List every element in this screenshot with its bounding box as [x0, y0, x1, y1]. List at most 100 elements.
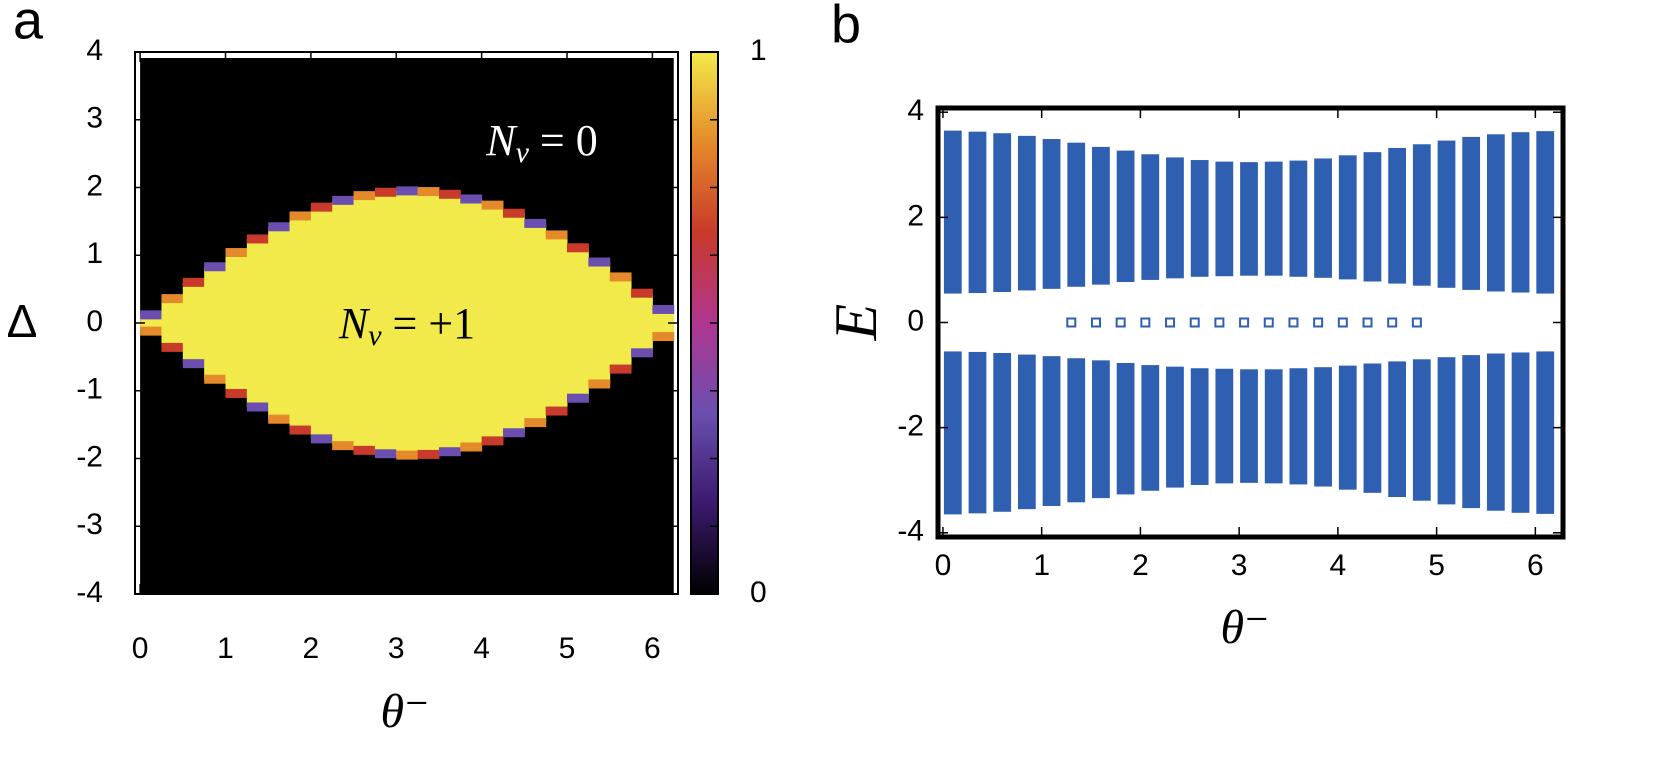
edge-cell: [310, 434, 333, 444]
edge-cell: [524, 418, 547, 428]
band-bar: [1536, 351, 1555, 514]
y-tick-label: 4: [907, 94, 924, 127]
band-bar: [1363, 152, 1382, 282]
edge-cell: [460, 194, 483, 204]
edge-cell: [310, 202, 333, 212]
region-column: [609, 276, 632, 370]
edge-cell: [140, 326, 162, 336]
x-tick-label: 5: [559, 632, 576, 665]
zero-mode: [1115, 317, 1126, 328]
band-bar: [1116, 150, 1135, 283]
annotation-symbol: N: [338, 299, 371, 348]
colorbar-tick-label: 1: [750, 34, 767, 67]
edge-cell: [374, 449, 397, 459]
region-column: [246, 238, 269, 408]
x-tick-label: 4: [473, 632, 490, 665]
band-bar: [1511, 352, 1530, 513]
edge-cell: [502, 208, 525, 218]
y-tick-label: -2: [897, 410, 924, 443]
zero-mode: [1313, 317, 1324, 328]
annotation: Nv = +1: [338, 299, 475, 352]
edge-cell: [332, 195, 355, 205]
region-column: [567, 247, 589, 399]
band-bar: [1067, 358, 1086, 503]
edge-cell: [268, 414, 291, 424]
edge-cell: [567, 243, 589, 253]
y-tick-label: 2: [86, 169, 103, 202]
band-bar: [1017, 135, 1036, 291]
edge-cell: [374, 187, 397, 197]
band-bar: [1264, 369, 1283, 484]
x-tick-label: 2: [303, 632, 320, 665]
region-column: [652, 309, 675, 337]
band-bar: [1190, 160, 1209, 277]
band-bar: [1486, 353, 1505, 511]
band-bar: [1166, 157, 1184, 279]
zero-mode: [1239, 317, 1250, 328]
band-bar: [1116, 362, 1135, 495]
y-tick-label: 1: [86, 237, 103, 270]
band-bar: [1215, 368, 1234, 484]
edge-cell: [396, 450, 419, 460]
zero-mode: [1411, 317, 1422, 328]
band-bar: [1437, 357, 1456, 505]
edge-cell: [481, 200, 504, 210]
y-tick-label: 0: [86, 305, 103, 338]
edge-cell: [204, 374, 226, 384]
zero-mode: [1090, 317, 1101, 328]
band-bar: [968, 351, 987, 514]
band-bar: [1264, 161, 1283, 276]
band-bar: [943, 130, 962, 294]
band-bar: [993, 133, 1012, 293]
band-bar: [1042, 139, 1061, 289]
band-bar: [1338, 155, 1357, 280]
band-bar: [1215, 161, 1234, 277]
band-bar: [1092, 360, 1110, 499]
region-column: [631, 293, 653, 353]
region-column: [289, 215, 312, 431]
edge-cell: [438, 447, 461, 457]
edge-cell: [225, 248, 248, 258]
edge-cell: [353, 191, 376, 201]
colorbar-tick-label: 0: [750, 576, 767, 609]
x-tick-label: 3: [388, 632, 405, 665]
x-tick-label: 6: [1527, 549, 1544, 582]
region-column: [182, 282, 205, 364]
edge-cell: [246, 402, 269, 412]
y-axis-label: Δ: [7, 295, 38, 347]
edge-cell: [609, 364, 632, 374]
y-tick-label: 3: [86, 102, 103, 135]
band-bar: [943, 351, 962, 515]
band-bar: [1314, 367, 1332, 487]
annotation-subscript: v: [368, 319, 382, 352]
zero-mode: [1288, 317, 1299, 328]
panel-label: b: [831, 0, 861, 54]
edge-cell: [609, 272, 632, 282]
zero-mode: [1214, 317, 1225, 328]
y-tick-label: 2: [907, 199, 924, 232]
region-column: [481, 205, 504, 441]
zero-mode: [1066, 317, 1077, 328]
x-tick-label: 0: [935, 549, 952, 582]
region-column: [524, 223, 547, 423]
edge-cell: [545, 230, 568, 240]
edge-cell: [161, 342, 184, 352]
x-tick-label: 4: [1330, 549, 1347, 582]
panel-label: a: [13, 0, 44, 50]
band-bar: [1092, 146, 1110, 285]
zero-mode: [1337, 317, 1348, 328]
edge-cell: [161, 294, 184, 304]
band-bar: [1141, 154, 1160, 280]
band-bar: [1314, 158, 1332, 278]
band-bar: [1388, 361, 1407, 498]
x-axis-label: θ⁻: [381, 685, 430, 738]
region-column: [310, 207, 333, 439]
band-bar: [1289, 368, 1308, 485]
plot-frame: [935, 105, 1566, 540]
region-column: [161, 298, 184, 348]
band-bar: [1486, 134, 1505, 292]
zero-mode: [1362, 317, 1373, 328]
y-tick-label: -1: [76, 373, 103, 406]
